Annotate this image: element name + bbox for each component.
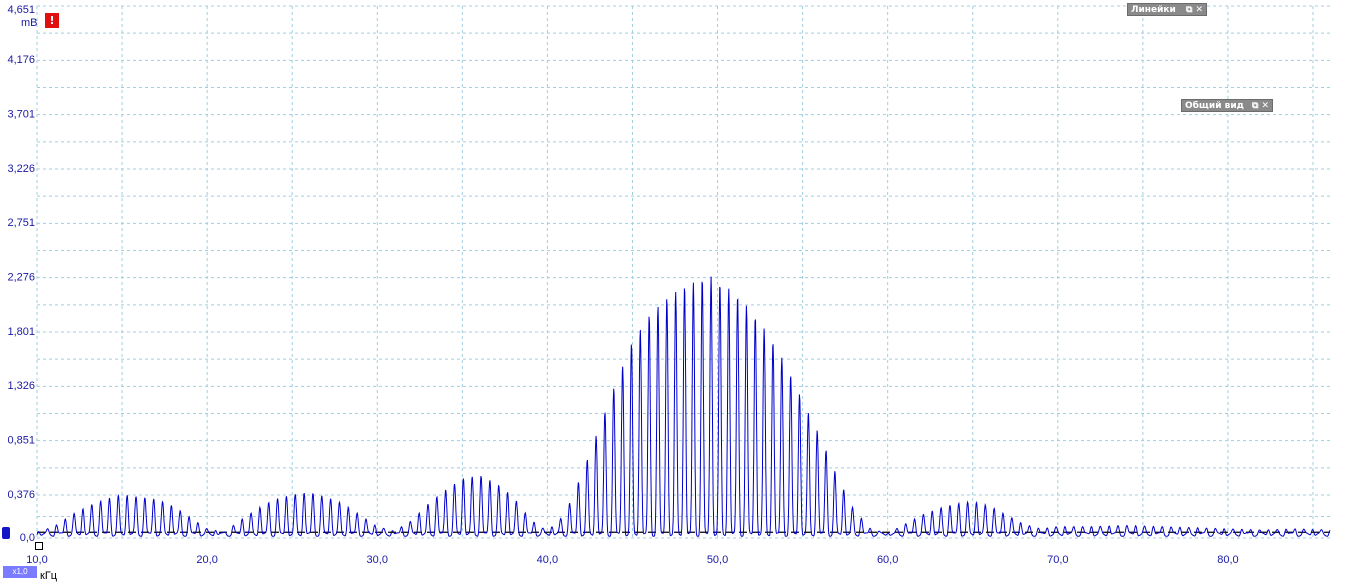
overview-panel-label: Общий вид [1185, 101, 1244, 111]
y-tick-label: 4,651 [7, 4, 35, 16]
y-offset-marker[interactable] [2, 527, 10, 539]
rulers-panel-label: Линейки [1131, 5, 1176, 15]
y-tick-label: 3,226 [7, 163, 35, 175]
x-tick-label: 30,0 [367, 554, 388, 566]
overview-panel[interactable]: Общий вид ⧉ ✕ [1181, 99, 1273, 112]
y-axis-unit: mB [21, 17, 38, 29]
restore-icon[interactable]: ⧉ [1186, 5, 1193, 15]
x-tick-label: 50,0 [707, 554, 728, 566]
x-tick-label: 60,0 [877, 554, 898, 566]
close-icon[interactable]: ✕ [1195, 5, 1203, 15]
y-tick-label: 2,276 [7, 272, 35, 284]
x-tick-label: 20,0 [196, 554, 217, 566]
y-tick-label: 4,176 [7, 54, 35, 66]
warning-icon[interactable]: ! [45, 13, 59, 28]
x-axis-unit: кГц [40, 570, 58, 582]
x-tick-label: 70,0 [1047, 554, 1068, 566]
y-axis-tick-labels: 0,0 0,376 0,851 1,326 1,801 2,276 2,751 3,226 3,… [7, 4, 35, 544]
y-tick-label: 0,0 [20, 532, 35, 544]
y-tick-label: 0,851 [7, 435, 35, 447]
grid-lines [36, 5, 1330, 539]
x-axis-tick-labels: 10,0 20,0 30,0 40,0 50,0 60,0 70,0 80,0 [26, 554, 1238, 566]
y-tick-label: 2,751 [7, 217, 35, 229]
scale-badge[interactable]: x1,0 [3, 566, 37, 578]
x-tick-label: 40,0 [537, 554, 558, 566]
rulers-panel[interactable]: Линейки ⧉ ✕ [1127, 3, 1207, 16]
spectrum-trace [36, 276, 1331, 537]
y-tick-label: 0,376 [7, 489, 35, 501]
restore-icon[interactable]: ⧉ [1252, 101, 1259, 111]
close-icon[interactable]: ✕ [1261, 101, 1269, 111]
y-tick-label: 1,326 [7, 380, 35, 392]
y-tick-label: 3,701 [7, 109, 35, 121]
y-tick-label: 1,801 [7, 326, 35, 338]
x-tick-label: 10,0 [26, 554, 47, 566]
x-origin-marker[interactable] [35, 542, 43, 550]
x-tick-label: 80,0 [1217, 554, 1238, 566]
